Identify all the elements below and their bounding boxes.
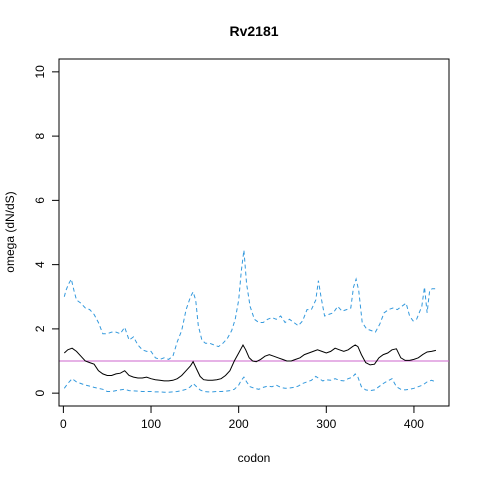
x-tick-label: 200 <box>229 417 249 431</box>
x-tick-label: 400 <box>404 417 424 431</box>
y-tick-label: 2 <box>33 325 47 332</box>
y-tick-label: 4 <box>33 261 47 268</box>
series-line-upper-bound <box>63 250 436 360</box>
chart-title: Rv2181 <box>229 23 278 39</box>
x-tick-label: 0 <box>60 417 67 431</box>
plot-frame <box>58 58 450 407</box>
series-layer <box>59 250 449 393</box>
y-tick-label: 10 <box>33 65 47 79</box>
y-tick-label: 6 <box>33 197 47 204</box>
series-line-estimate <box>63 343 437 382</box>
x-tick-label: 300 <box>316 417 336 431</box>
x-axis-label: codon <box>238 451 271 465</box>
x-axis: 0 100 200 300 400 <box>60 405 424 431</box>
y-tick-label: 8 <box>33 132 47 139</box>
y-axis-label: omega (dN/dS) <box>3 191 17 272</box>
x-tick-label: 100 <box>141 417 161 431</box>
y-axis: 0 2 4 6 8 10 <box>33 65 60 396</box>
series-line-lower-bound <box>63 373 437 393</box>
y-tick-label: 0 <box>33 389 47 396</box>
